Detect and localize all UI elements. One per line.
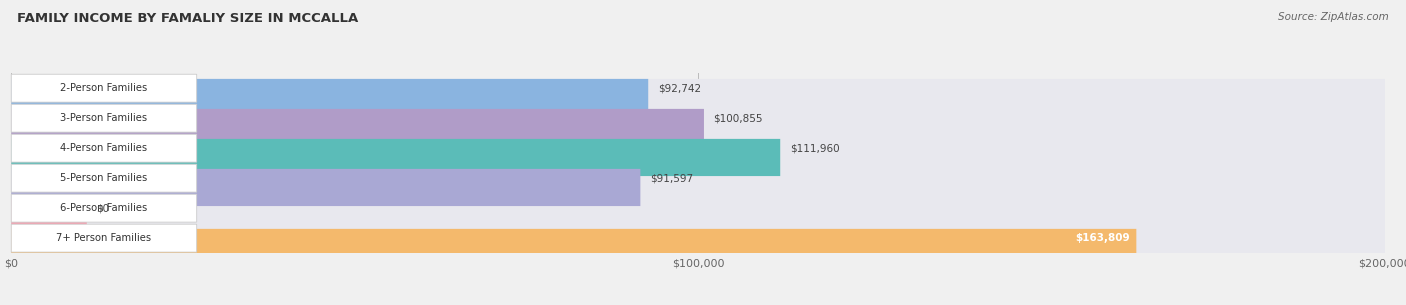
Text: Source: ZipAtlas.com: Source: ZipAtlas.com [1278,12,1389,22]
FancyBboxPatch shape [11,79,648,116]
Text: $163,809: $163,809 [1074,233,1129,243]
FancyBboxPatch shape [11,139,780,176]
FancyBboxPatch shape [11,79,1385,116]
FancyBboxPatch shape [11,229,1385,266]
Text: $91,597: $91,597 [650,173,693,183]
FancyBboxPatch shape [11,229,1136,266]
Text: 6-Person Families: 6-Person Families [60,203,148,213]
Text: 3-Person Families: 3-Person Families [60,113,148,123]
FancyBboxPatch shape [11,104,197,132]
FancyBboxPatch shape [11,139,1385,176]
Text: $100,855: $100,855 [714,113,763,123]
FancyBboxPatch shape [11,169,1385,206]
Text: FAMILY INCOME BY FAMALIY SIZE IN MCCALLA: FAMILY INCOME BY FAMALIY SIZE IN MCCALLA [17,12,359,25]
Text: $92,742: $92,742 [658,83,702,93]
FancyBboxPatch shape [11,164,197,192]
FancyBboxPatch shape [11,109,704,146]
Text: 5-Person Families: 5-Person Families [60,173,148,183]
FancyBboxPatch shape [11,199,87,236]
FancyBboxPatch shape [11,194,197,222]
FancyBboxPatch shape [11,224,197,252]
Text: $0: $0 [97,203,110,213]
Text: 7+ Person Families: 7+ Person Families [56,233,152,243]
FancyBboxPatch shape [11,109,1385,146]
FancyBboxPatch shape [11,134,197,162]
FancyBboxPatch shape [11,169,640,206]
FancyBboxPatch shape [11,74,197,102]
Text: $111,960: $111,960 [790,143,839,153]
Text: 4-Person Families: 4-Person Families [60,143,148,153]
Text: 2-Person Families: 2-Person Families [60,83,148,93]
FancyBboxPatch shape [11,199,1385,236]
